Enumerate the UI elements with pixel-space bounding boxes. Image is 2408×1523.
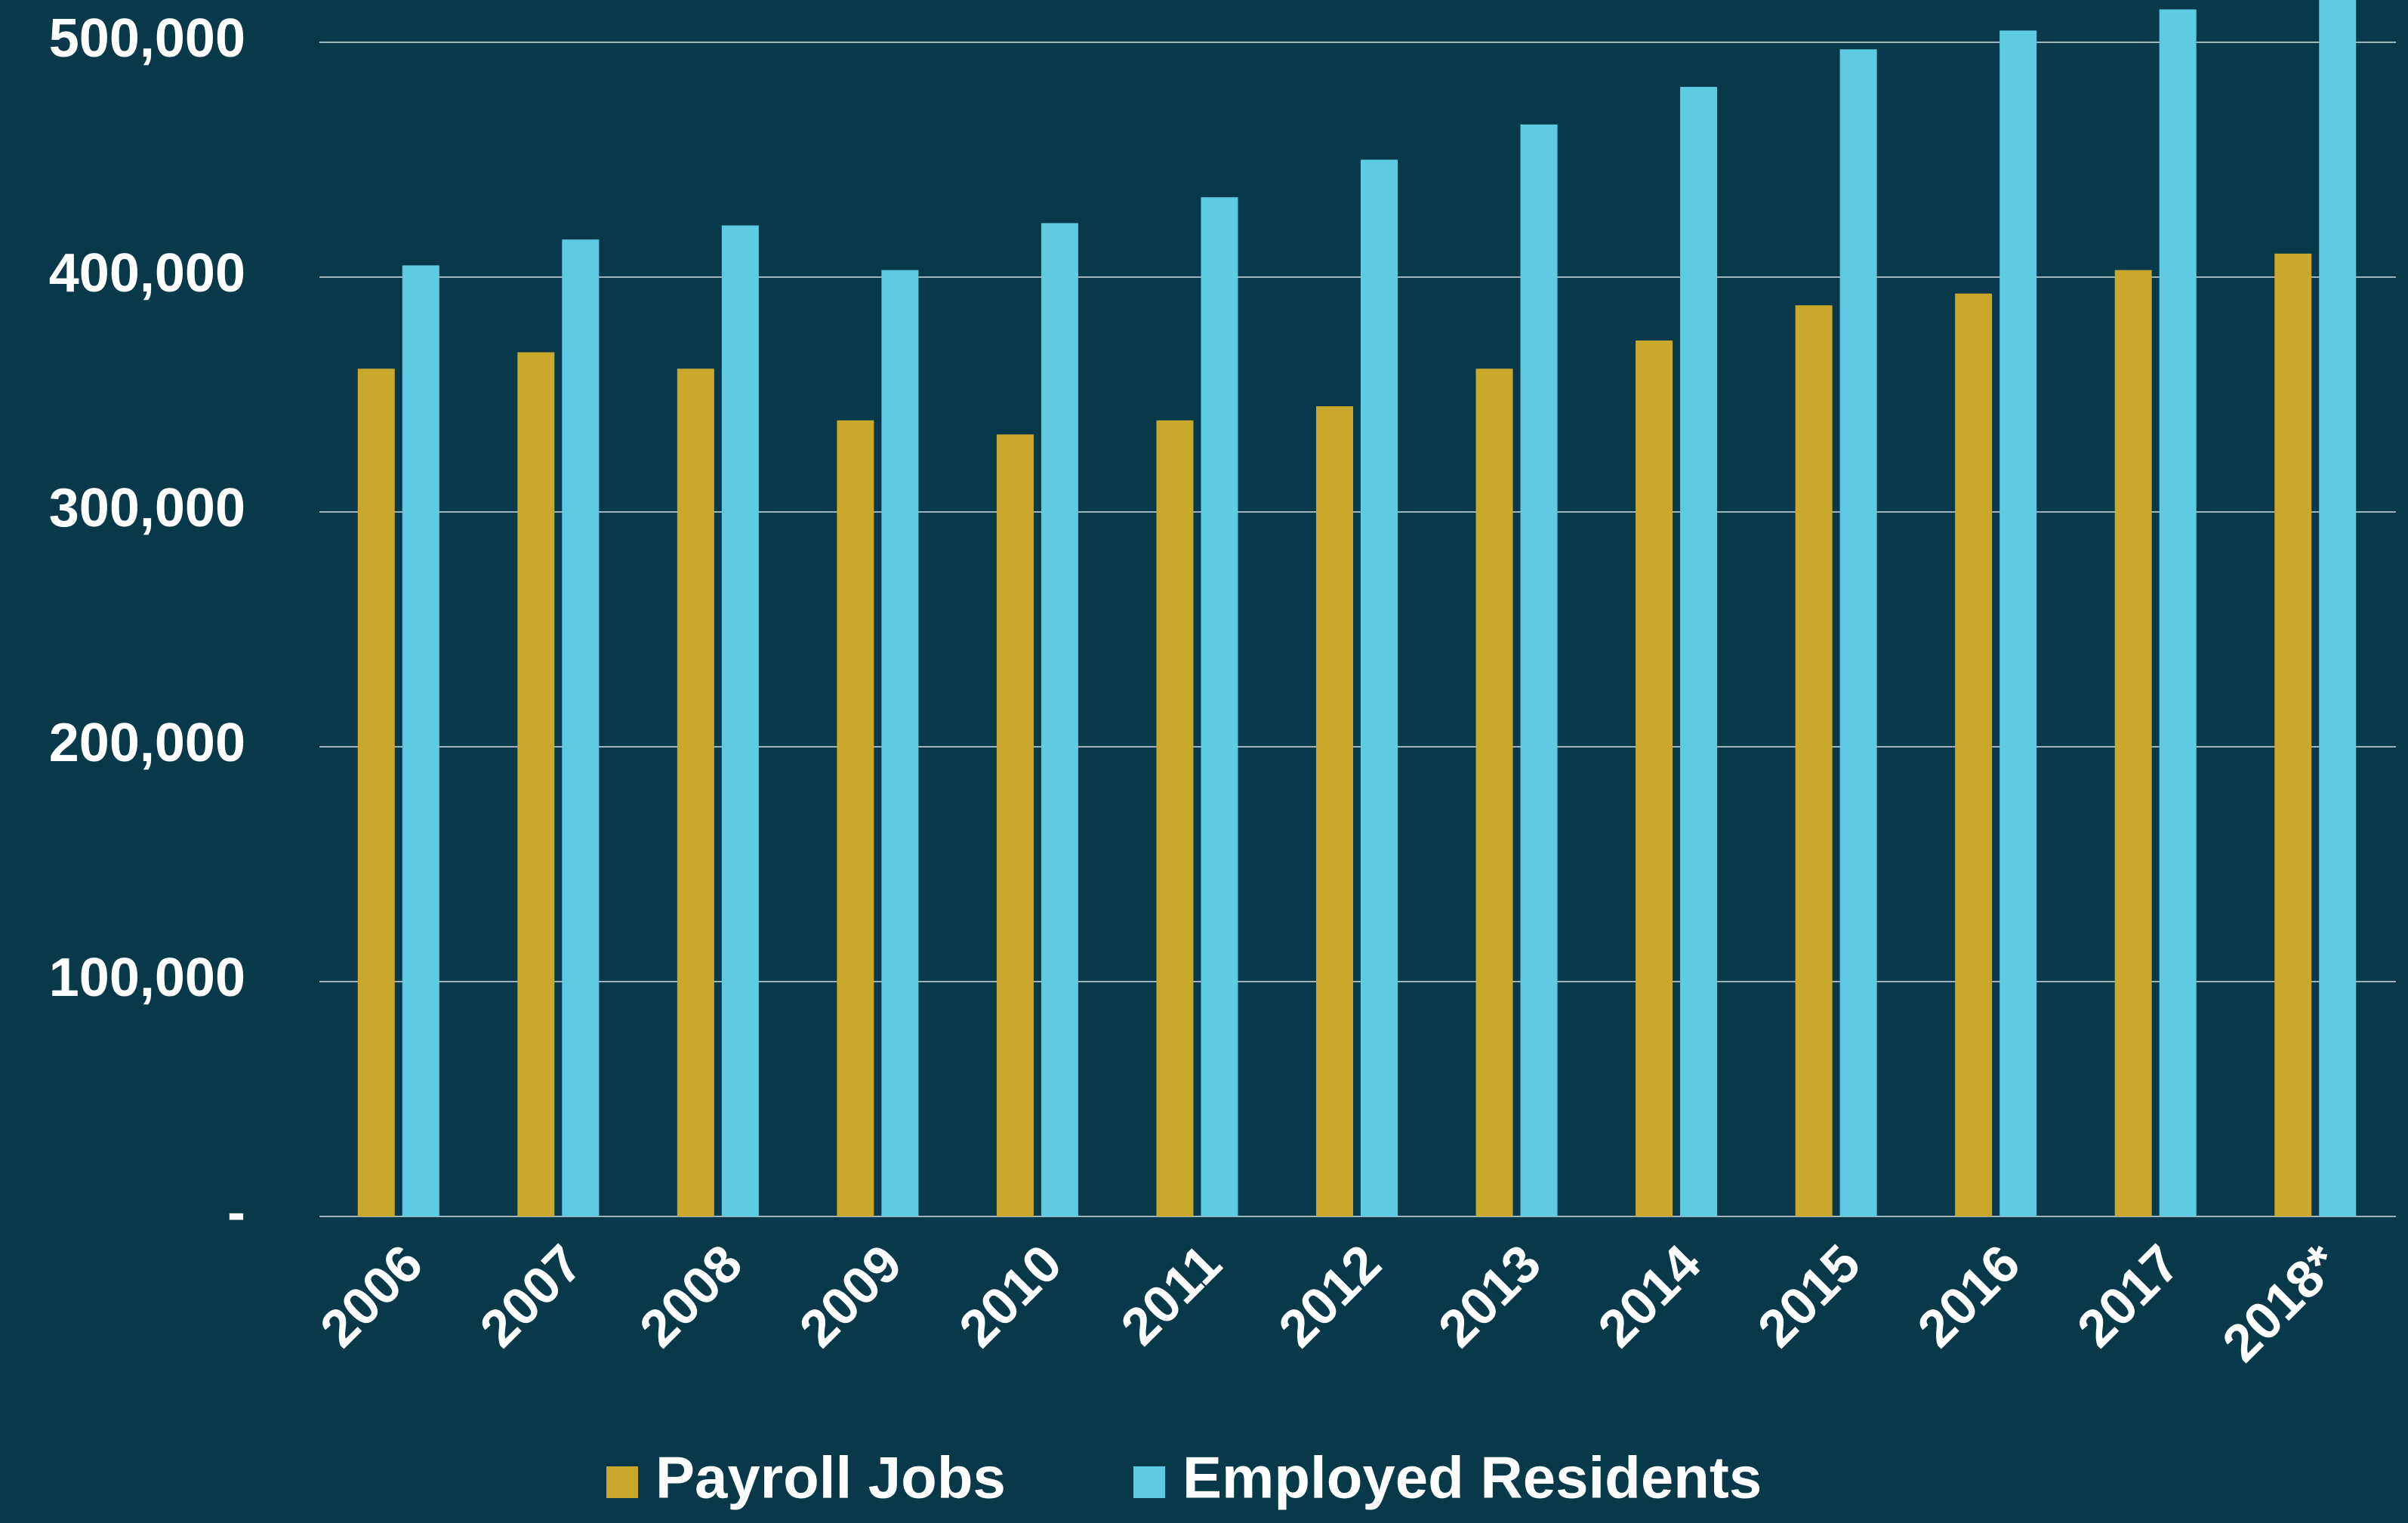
bar: [1201, 197, 1238, 1216]
bar: [1475, 368, 1513, 1216]
bar: [881, 270, 919, 1217]
bar: [2159, 9, 2197, 1216]
bar: [1316, 406, 1353, 1217]
bar: [1361, 159, 1398, 1216]
bar: [1680, 87, 1718, 1217]
bar: [1839, 49, 1877, 1217]
y-tick-label: -: [227, 1182, 245, 1243]
legend-swatch: [606, 1466, 638, 1498]
bar: [1636, 340, 1673, 1217]
bar: [996, 434, 1034, 1216]
bar: [2319, 0, 2357, 1216]
legend-swatch: [1133, 1466, 1165, 1498]
y-tick-label: 500,000: [49, 8, 245, 69]
legend-label: Employed Residents: [1182, 1444, 1762, 1511]
y-tick-label: 300,000: [49, 478, 245, 538]
bar: [1156, 420, 1194, 1216]
y-tick-label: 400,000: [49, 243, 245, 304]
legend-label: Payroll Jobs: [655, 1444, 1006, 1511]
bar: [517, 352, 555, 1216]
bar: [1041, 223, 1078, 1217]
y-tick-label: 100,000: [49, 948, 245, 1008]
y-tick-label: 200,000: [49, 713, 245, 773]
bar: [1955, 293, 1993, 1216]
bar: [1999, 30, 2037, 1216]
bar: [677, 368, 714, 1216]
bar: [1795, 305, 1833, 1216]
bar: [562, 239, 600, 1217]
bar: [1520, 124, 1558, 1217]
bar: [721, 225, 759, 1216]
bar: [402, 265, 439, 1217]
bar: [2114, 270, 2152, 1217]
bar: [357, 368, 395, 1216]
bar: [837, 420, 874, 1216]
bar: [2274, 253, 2312, 1216]
